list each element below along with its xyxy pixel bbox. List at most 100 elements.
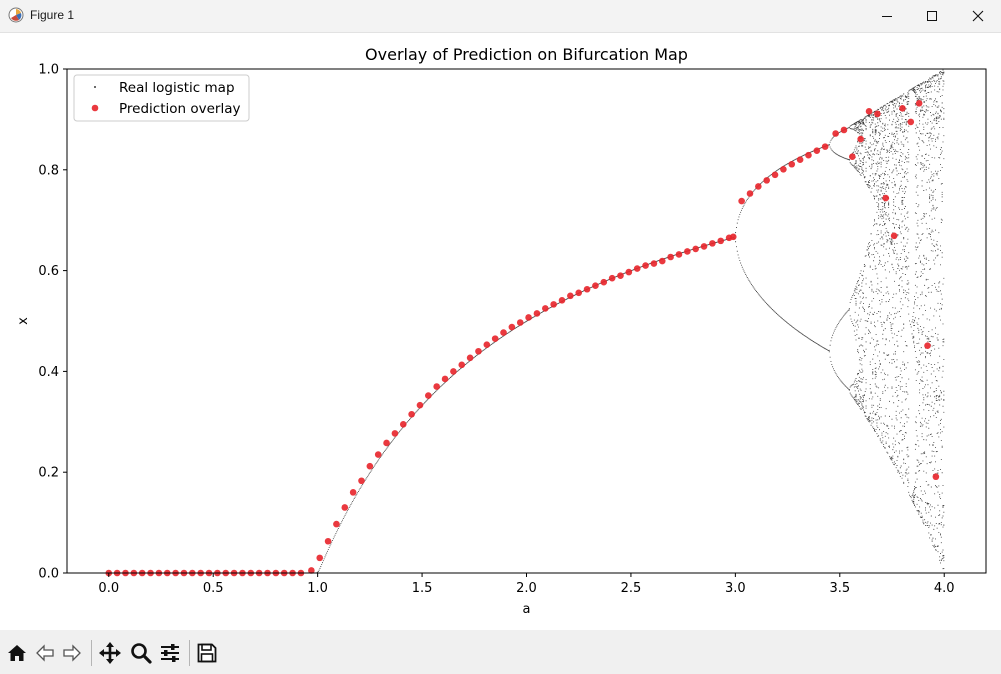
prediction-point [633,265,641,272]
prediction-point [717,237,725,245]
legend-marker-real-map [94,86,96,88]
forward-button[interactable] [59,640,85,666]
prediction-point [483,341,491,348]
x-tick-label: 3.0 [725,581,746,596]
y-tick-label: 1.0 [38,63,59,78]
y-tick-label: 0.6 [38,264,59,279]
prediction-point [541,305,549,312]
prediction-points [105,99,940,577]
prediction-point [500,329,507,336]
home-button[interactable] [4,640,30,666]
prediction-point [746,190,754,197]
prediction-point [882,194,890,202]
x-tick-label: 4.0 [934,581,955,596]
prediction-point [667,253,674,261]
x-tick-label: 1.5 [412,581,433,596]
prediction-point [308,567,315,574]
legend-marker-prediction [91,104,99,112]
prediction-point [832,130,839,137]
prediction-point [333,520,340,528]
home-icon [8,645,26,661]
prediction-point [763,177,770,184]
zoom-button[interactable] [128,640,154,666]
x-axis-label: a [523,602,531,617]
prediction-point [849,153,856,160]
close-icon [972,10,984,22]
plot-frame [66,68,987,574]
prediction-point [358,477,365,485]
legend-box [73,74,250,122]
y-axis-label: x [16,317,31,325]
prediction-point [924,342,931,349]
legend-label-real-map: Real logistic map [119,80,235,96]
figure-canvas[interactable]: Overlay of Prediction on Bifurcation Map… [0,33,1001,630]
configure-button[interactable] [157,640,183,666]
prediction-point [709,240,716,247]
back-button[interactable] [32,640,58,666]
prediction-point [821,143,829,150]
prediction-point [316,554,324,562]
y-tick-label: 0.2 [38,466,59,481]
prediction-point [425,392,432,399]
prediction-point [738,197,745,205]
magnifier-icon [131,643,152,664]
prediction-point [700,243,708,250]
prediction-point [450,368,457,375]
prediction-point [399,421,407,428]
x-tick-label: 2.5 [621,581,642,596]
prediction-point [533,310,541,317]
minimize-button[interactable] [864,0,910,32]
prediction-point [890,232,898,240]
y-tick-label: 0.0 [38,567,59,582]
prediction-point [550,301,557,308]
app-icon [8,7,24,23]
prediction-point [366,462,374,470]
prediction-point [692,245,699,253]
prediction-point [525,314,532,321]
prediction-point [416,401,424,409]
prediction-point [608,274,616,282]
y-tick-label: 0.4 [38,365,59,380]
prediction-point [349,489,357,496]
prediction-point [675,251,683,258]
prediction-point [932,473,940,481]
prediction-point [729,233,737,241]
prediction-point [874,110,881,118]
window-title: Figure 1 [30,8,75,22]
prediction-point [865,108,873,115]
prediction-point [324,537,332,545]
prediction-point [625,268,633,276]
prediction-point [840,126,848,134]
x-tick-label: 0.0 [98,581,119,596]
bifurcation-chart[interactable]: Overlay of Prediction on Bifurcation Map… [0,33,1001,630]
prediction-point [491,335,499,342]
minimize-icon [882,16,892,17]
x-tick-label: 0.5 [203,581,224,596]
chart-title: Overlay of Prediction on Bifurcation Map [365,45,688,64]
y-tick-label: 0.8 [38,163,59,178]
prediction-point [684,248,691,255]
prediction-point [466,354,474,362]
save-button[interactable] [194,640,220,666]
prediction-point [915,99,923,107]
prediction-point [341,504,349,511]
legend-label-prediction: Prediction overlay [119,101,240,117]
arrow-right-icon [63,644,81,662]
prediction-point [642,262,649,269]
prediction-point [805,151,812,159]
arrow-left-icon [36,644,54,662]
prediction-point [650,260,658,267]
prediction-point [508,323,516,331]
window-titlebar: Figure 1 [0,0,1001,33]
legend: Real logistic map Prediction overlay [73,74,250,122]
prediction-point [899,105,906,112]
sliders-icon [161,644,179,662]
close-button[interactable] [955,0,1001,32]
pan-button[interactable] [97,640,123,666]
x-tick-label: 3.5 [829,581,850,596]
x-tick-label: 2.0 [516,581,537,596]
toolbar-separator [189,640,190,666]
toolbar-separator [91,640,92,666]
maximize-button[interactable] [909,0,955,32]
prediction-point [658,257,666,265]
